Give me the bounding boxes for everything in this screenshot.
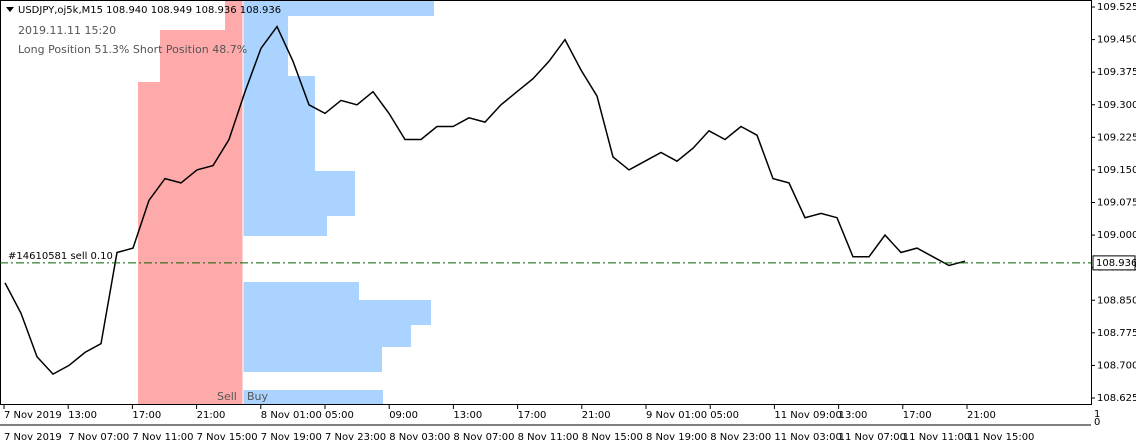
x-tick-label-row2: 11 Nov 07:00 [839, 432, 906, 443]
x-tick-label-row2: 8 Nov 11:00 [518, 432, 579, 443]
x-tick-label-row2: 11 Nov 15:00 [967, 432, 1034, 443]
x-tick-label: 13:00 [839, 410, 868, 421]
y-tick-label: 109.225 [1097, 132, 1136, 143]
x-tick-label-row2: 8 Nov 19:00 [646, 432, 707, 443]
x-tick-label: 17:00 [132, 410, 161, 421]
x-tick-label: 05:00 [710, 410, 739, 421]
x-tick-label-row2: 11 Nov 03:00 [774, 432, 841, 443]
x-tick-label-row2: 7 Nov 23:00 [325, 432, 386, 443]
order-label: #14610581 sell 0.10 [8, 251, 113, 262]
y-tick-label: 109.375 [1097, 67, 1136, 78]
x-tick-label: 13:00 [453, 410, 482, 421]
y-tick-label: 108.850 [1097, 295, 1136, 306]
annotation: Long Position 51.3% Short Position 48.7% [18, 43, 247, 56]
x-tick-label: 13:00 [68, 410, 97, 421]
title-icon [6, 7, 14, 12]
x-tick-label: 21:00 [197, 410, 226, 421]
buy-label: Buy [247, 390, 269, 403]
price-box-label: 108.936 [1096, 258, 1136, 269]
y-tick-label: 108.700 [1097, 360, 1136, 371]
price-line [4, 25, 966, 376]
x-tick-label: 05:00 [325, 410, 354, 421]
x-tick-label-row2: 8 Nov 07:00 [453, 432, 514, 443]
y-tick-label: 109.300 [1097, 100, 1136, 111]
y-tick-label: 109.525 [1097, 2, 1136, 13]
subtitle: 2019.11.11 15:20 [18, 24, 116, 37]
x-tick-label: 09:00 [389, 410, 418, 421]
y-tick-label: 108.625 [1097, 393, 1136, 404]
x-tick-label: 9 Nov 01:00 [646, 410, 707, 421]
y-tick-label: 108.775 [1097, 328, 1136, 339]
x-tick-label-row2: 7 Nov 2019 [4, 432, 62, 443]
x-tick-label-row2: 7 Nov 15:00 [197, 432, 258, 443]
sell-label: Sell [217, 390, 237, 403]
x-tick-label: 21:00 [967, 410, 996, 421]
x-tick-label-row2: 7 Nov 07:00 [68, 432, 129, 443]
x-tick-label: 21:00 [582, 410, 611, 421]
x-tick-label: 17:00 [518, 410, 547, 421]
x-tick-label-row2: 7 Nov 11:00 [132, 432, 193, 443]
volume-profile [138, 0, 434, 405]
chart-title: USDJPY,oj5k,M15 108.940 108.949 108.936 … [18, 5, 281, 16]
sub-axis-label: 1 [1094, 409, 1100, 420]
x-tick-label-row2: 7 Nov 19:00 [261, 432, 322, 443]
x-tick-label-row2: 8 Nov 03:00 [389, 432, 450, 443]
x-tick-label-row2: 11 Nov 11:00 [903, 432, 970, 443]
x-tick-label: 17:00 [903, 410, 932, 421]
x-tick-label: 11 Nov 09:00 [774, 410, 841, 421]
x-tick-label-row2: 8 Nov 15:00 [582, 432, 643, 443]
y-tick-label: 109.075 [1097, 198, 1136, 209]
sub-axis-label: 0 [1094, 417, 1100, 428]
y-tick-label: 109.150 [1097, 165, 1136, 176]
x-tick-label: 8 Nov 01:00 [261, 410, 322, 421]
x-tick-label: 7 Nov 2019 [4, 410, 62, 421]
y-tick-label: 109.450 [1097, 35, 1136, 46]
price-box [1092, 255, 1136, 271]
x-tick-label-row2: 8 Nov 23:00 [710, 432, 771, 443]
y-tick-label: 109.000 [1097, 230, 1136, 241]
